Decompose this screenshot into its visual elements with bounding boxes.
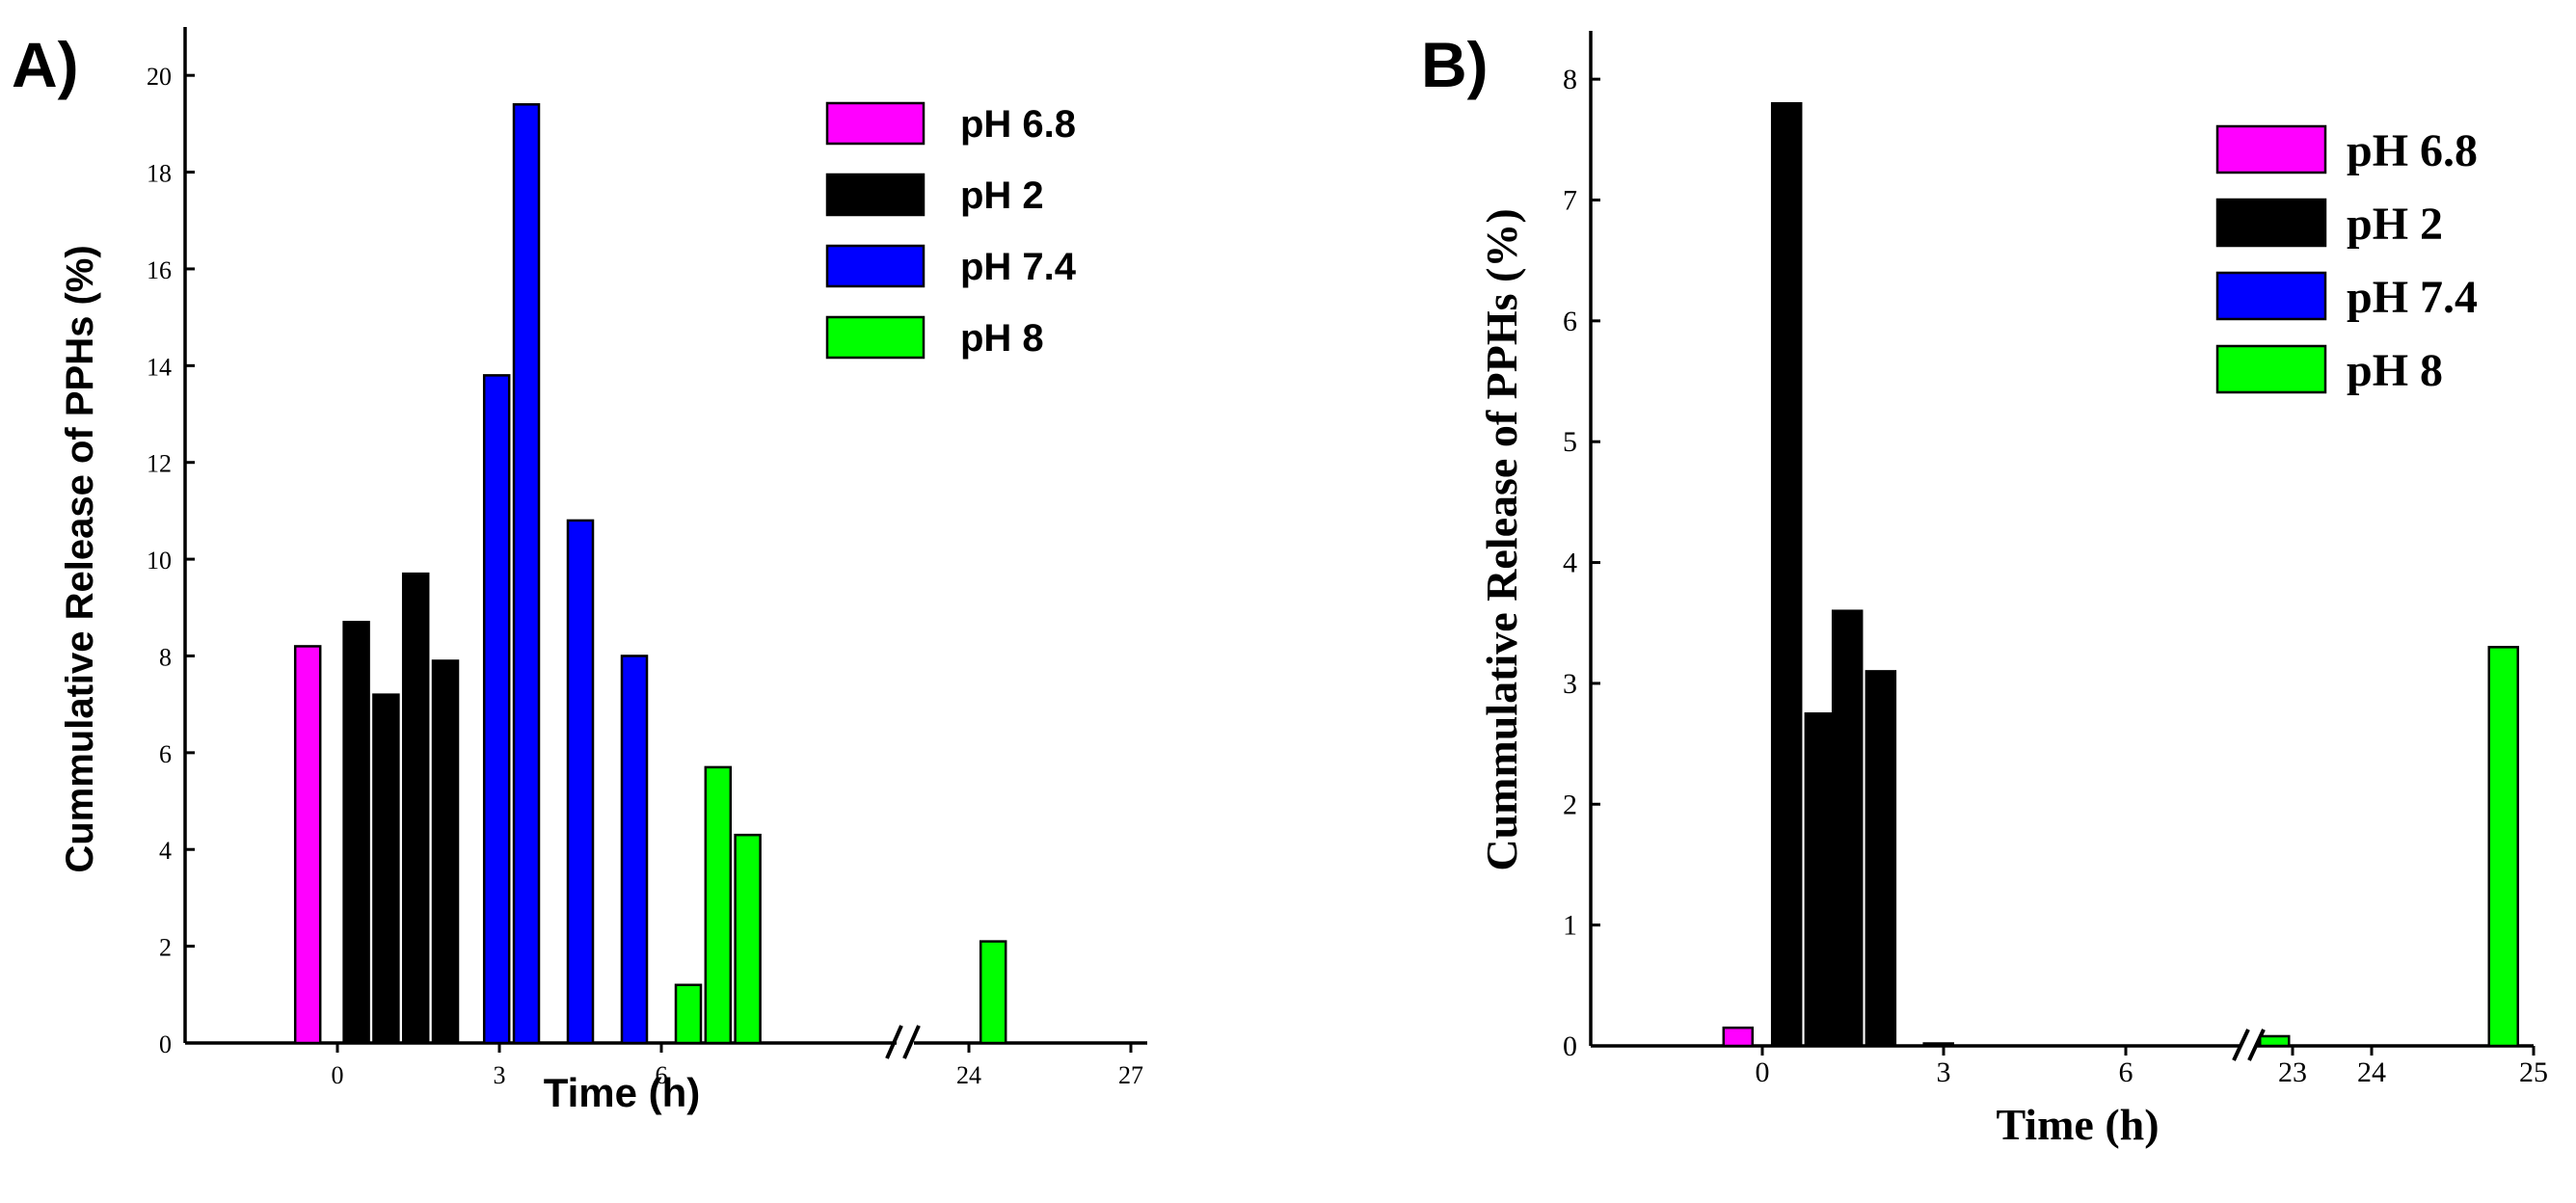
y-tick-label: 0 [159,1030,172,1058]
bar [482,374,511,1045]
legend-label: pH 2 [960,174,1044,217]
y-axis-label-a: Cummulative Release of PPHs (%) [59,245,101,872]
bar [512,103,541,1045]
legend-label: pH 7.4 [960,246,1077,288]
y-tick-label: 5 [1563,426,1577,458]
bar [704,765,733,1045]
bars-b [1722,101,2519,1048]
legend-swatch [825,173,926,217]
y-tick-label: 8 [1563,64,1577,95]
x-tick-label: 27 [1118,1061,1143,1089]
bar [401,572,430,1045]
legend-label: pH 7.4 [2347,272,2478,323]
legend-label: pH 8 [2347,345,2443,396]
legend-swatch [2215,271,2327,321]
y-tick-label: 0 [1563,1030,1577,1062]
bar [1770,101,1803,1048]
legend-label: pH 2 [2347,199,2443,250]
axis-break-a [885,1025,921,1059]
x-tick-label: 0 [1756,1056,1770,1088]
y-tick-label: 8 [159,643,172,671]
legend-b: pH 6.8 pH 2 pH 7.4 pH 8 [2215,124,2478,396]
legend-swatch [2215,198,2327,248]
y-tick-label: 6 [1563,306,1577,337]
bar [1804,712,1837,1048]
y-axis-label-b: Cummulative Release of PPHs (%) [1477,208,1526,870]
x-tick-label: 3 [1937,1056,1951,1088]
bar [734,833,762,1045]
x-tick-label: 3 [494,1061,506,1089]
legend-swatch [825,315,926,360]
axis-break-b [2232,1029,2266,1061]
y-tick-label: 4 [1563,548,1577,579]
bar [1922,1042,1954,1048]
y-tick-label: 3 [1563,668,1577,700]
x-tick-label: 23 [2278,1056,2307,1088]
legend-swatch [2215,344,2327,394]
x-tick-label: 6 [2119,1056,2133,1088]
bar [674,983,703,1045]
x-tick-label: 6 [656,1061,668,1089]
x-ticks-b: 0 3 6 23 24 25 [1756,1046,2548,1088]
y-tick-label: 10 [147,547,172,575]
y-tick-label: 6 [159,740,172,768]
legend-label: pH 8 [960,317,1044,360]
y-tick-label: 2 [159,934,172,962]
bar [2259,1034,2291,1048]
y-tick-label: 12 [147,450,172,478]
y-tick-label: 14 [147,353,172,381]
legend-label: pH 6.8 [960,103,1076,146]
bar [293,645,322,1045]
y-tick-label: 18 [147,160,172,188]
bar [566,519,595,1045]
y-tick-label: 4 [159,837,172,865]
bars-a [293,103,1007,1045]
bar [1722,1026,1755,1048]
bar [342,621,370,1045]
legend-swatch [2215,124,2327,174]
legend-a: pH 6.8 pH 2 pH 7.4 pH 8 [825,101,1077,360]
bar [2487,646,2519,1048]
legend-label: pH 6.8 [2347,125,2478,176]
y-tick-label: 2 [1563,789,1577,820]
y-tick-label: 20 [147,63,172,91]
x-tick-label: 25 [2519,1056,2548,1088]
bar [431,659,460,1045]
x-tick-label: 0 [332,1061,344,1089]
panel-label-a: A) [12,29,79,100]
x-tick-label: 24 [956,1061,981,1089]
x-ticks-a: 0 3 6 24 27 [332,1043,1143,1089]
y-tick-label: 7 [1563,185,1577,217]
bar [979,940,1007,1045]
y-tick-label: 16 [147,256,172,284]
y-ticks-b: 0 1 2 3 4 5 6 7 8 [1563,64,1600,1062]
y-ticks-a: 0 2 4 6 8 10 12 14 16 18 20 [147,63,195,1058]
legend-swatch [825,101,926,146]
x-axis-label-b: Time (h) [1996,1100,2159,1149]
y-tick-label: 1 [1563,910,1577,942]
legend-swatch [825,244,926,288]
panel-label-b: B) [1421,29,1489,100]
x-tick-label: 24 [2357,1056,2386,1088]
x-axis-label-a: Time (h) [544,1070,701,1115]
bar [1865,670,1897,1048]
bar [1831,609,1864,1048]
bar [620,655,649,1045]
bar [372,693,400,1045]
